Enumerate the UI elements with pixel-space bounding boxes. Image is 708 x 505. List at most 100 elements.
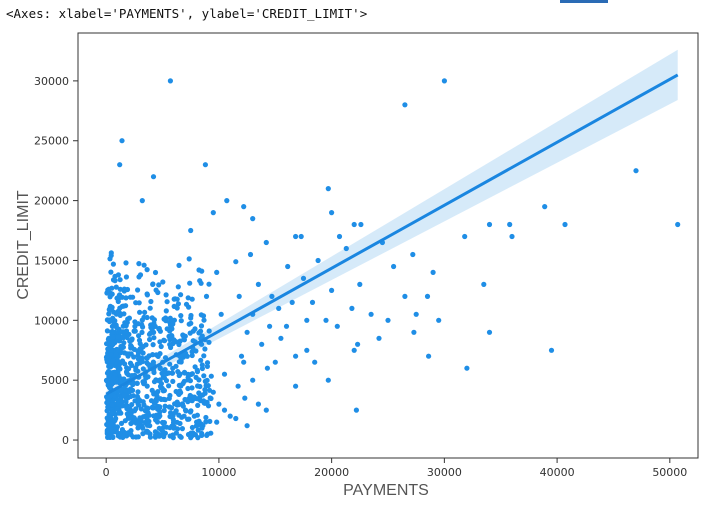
scatter-point-cluster xyxy=(174,399,180,405)
scatter-point-cluster xyxy=(153,432,159,438)
x-tick-label: 0 xyxy=(103,466,110,479)
scatter-point xyxy=(293,233,299,240)
scatter-point-cluster xyxy=(174,305,180,311)
scatter-point-cluster xyxy=(117,277,123,283)
scatter-point-cluster xyxy=(167,433,173,439)
x-tick-label: 20000 xyxy=(314,466,349,479)
scatter-point xyxy=(236,293,242,299)
scatter-point-cluster xyxy=(202,387,208,393)
scatter-point-cluster xyxy=(106,380,112,386)
scatter-point-cluster xyxy=(145,405,151,411)
x-tick-label: 50000 xyxy=(652,466,687,479)
scatter-point-cluster xyxy=(115,347,121,353)
scatter-point-cluster xyxy=(124,403,130,409)
scatter-point-cluster xyxy=(169,370,176,376)
scatter-point xyxy=(263,407,269,413)
scatter-point-cluster xyxy=(188,320,194,326)
scatter-point-cluster xyxy=(171,296,177,302)
scatter-point-cluster xyxy=(201,373,207,379)
scatter-point xyxy=(355,341,361,347)
scatter-point-cluster xyxy=(208,373,214,379)
scatter-point-cluster xyxy=(171,425,177,431)
scatter-point-cluster xyxy=(189,296,195,302)
scatter-point xyxy=(410,251,416,258)
scatter-point-cluster xyxy=(156,326,162,332)
x-axis-ticks: 0 10000 20000 30000 40000 50000 xyxy=(103,458,687,479)
scatter-point-cluster xyxy=(167,328,173,334)
scatter-point-cluster xyxy=(152,269,159,276)
scatter-point-cluster xyxy=(176,262,182,268)
y-tick-label: 0 xyxy=(62,434,69,447)
notebook-top-accent-bar xyxy=(560,0,608,3)
scatter-point xyxy=(486,329,493,335)
scatter-point xyxy=(413,311,419,317)
scatter-point-cluster xyxy=(167,361,173,367)
scatter-point-cluster xyxy=(198,312,204,318)
scatter-point-cluster xyxy=(187,392,193,399)
scatter-point xyxy=(357,281,363,287)
scatter-point-cluster xyxy=(148,330,154,336)
scatter-point-cluster xyxy=(206,328,212,334)
scatter-point-cluster xyxy=(140,366,146,372)
scatter-point-cluster xyxy=(128,345,134,351)
scatter-point xyxy=(334,323,340,329)
scatter-point-cluster xyxy=(161,407,167,414)
scatter-point xyxy=(411,329,417,335)
scatter-point xyxy=(255,401,261,407)
scatter-points-layer xyxy=(103,78,681,441)
scatter-point xyxy=(150,174,157,180)
scatter-point-cluster xyxy=(185,295,191,301)
scatter-point-cluster xyxy=(150,359,156,365)
scatter-point-cluster xyxy=(106,318,113,325)
scatter-point-cluster xyxy=(128,428,134,434)
scatter-point xyxy=(436,317,442,323)
scatter-point-cluster xyxy=(104,290,110,296)
scatter-point-cluster xyxy=(180,403,186,409)
scatter-point xyxy=(289,299,295,305)
scatter-point-cluster xyxy=(110,261,116,267)
scatter-point xyxy=(235,383,241,389)
scatter-point-cluster xyxy=(203,419,209,425)
scatter-point-cluster xyxy=(195,402,201,408)
scatter-point-cluster xyxy=(151,413,157,419)
scatter-point-cluster xyxy=(144,355,150,361)
scatter-point xyxy=(376,335,382,341)
scatter-point-cluster xyxy=(115,272,121,278)
scatter-point-cluster xyxy=(166,404,172,410)
x-axis-title: PAYMENTS xyxy=(343,482,429,499)
scatter-point xyxy=(241,204,247,210)
scatter-point xyxy=(315,257,321,264)
scatter-point xyxy=(368,311,374,317)
scatter-point-cluster xyxy=(135,321,141,327)
scatter-point xyxy=(117,162,123,168)
scatter-point-cluster xyxy=(207,418,213,424)
scatter-point-cluster xyxy=(145,429,151,435)
scatter-point-cluster xyxy=(177,433,183,439)
scatter-point-cluster xyxy=(104,399,111,405)
scatter-point-cluster xyxy=(123,388,129,394)
scatter-point xyxy=(402,102,408,108)
scatter-point-cluster xyxy=(178,357,184,363)
output-repr-text: <Axes: xlabel='PAYMENTS', ylabel='CREDIT… xyxy=(6,6,368,21)
scatter-point xyxy=(430,269,436,275)
scatter-point xyxy=(358,221,364,228)
scatter-point xyxy=(224,198,230,204)
scatter-point-cluster xyxy=(178,292,184,298)
scatter-point-cluster xyxy=(175,284,181,290)
scatter-point-cluster xyxy=(135,425,141,431)
y-tick-label: 30000 xyxy=(34,75,69,88)
scatter-point-cluster xyxy=(141,262,147,268)
scatter-point-cluster xyxy=(205,403,212,409)
scatter-point xyxy=(214,269,220,275)
scatter-point-cluster xyxy=(160,279,166,285)
scatter-point-cluster xyxy=(137,309,143,315)
scatter-point-cluster xyxy=(127,388,133,395)
scatter-point-cluster xyxy=(119,427,125,433)
scatter-point xyxy=(250,377,256,383)
scatter-point-cluster xyxy=(186,416,192,422)
scatter-point-cluster xyxy=(187,409,193,415)
scatter-point-cluster xyxy=(176,391,182,397)
scatter-point-cluster xyxy=(197,383,203,390)
scatter-point-cluster xyxy=(123,274,129,280)
